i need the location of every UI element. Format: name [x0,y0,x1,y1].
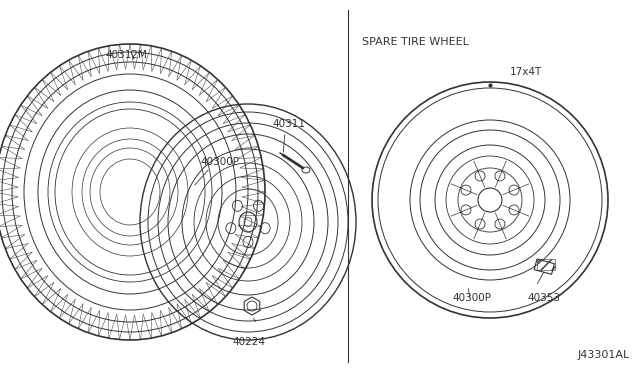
Text: 40300P: 40300P [452,293,491,303]
Text: SPARE TIRE WHEEL: SPARE TIRE WHEEL [362,37,469,47]
Text: J43301AL: J43301AL [578,350,630,360]
Text: 17x4T: 17x4T [510,67,542,77]
Text: 40224: 40224 [232,337,265,347]
Text: 40353: 40353 [527,293,560,303]
Text: 40311: 40311 [272,119,305,129]
Text: 40312M: 40312M [105,50,147,60]
Bar [534,259,554,274]
Text: 40300P: 40300P [200,157,239,167]
